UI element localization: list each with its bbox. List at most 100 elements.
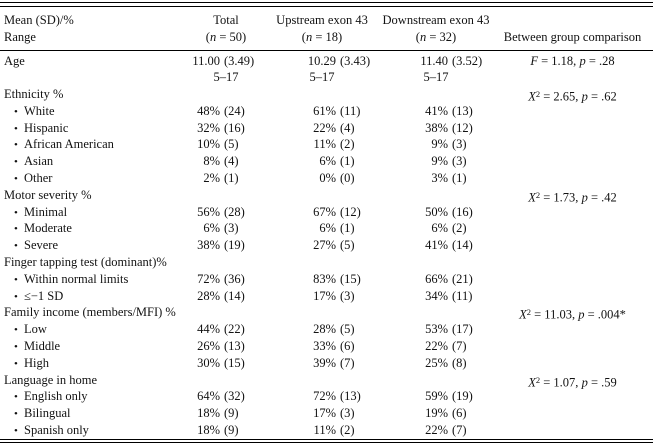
value-cell-downstream: 3% (1) [380,170,492,187]
value-count: (6) [452,406,467,421]
value-cell-total: 8% (4) [188,153,264,170]
bullet-icon: • [14,324,18,337]
value-cell-downstream: 66% (21) [380,271,492,288]
row-label-text: Middle [24,339,61,354]
value-count: (3) [340,406,355,421]
stat-cell [492,170,653,187]
value-percent: 0% [319,171,336,186]
stat-cell [492,288,653,305]
bullet-icon: • [14,105,18,118]
row-label: • Other [0,170,188,187]
value-percent: 18% [197,423,220,438]
row-label: • Bilingual [0,405,188,422]
value-percent: 11% [313,137,336,152]
value-percent: 9% [431,137,448,152]
value-count: (1) [340,221,355,236]
value-count: (11) [452,288,473,303]
table-body: Age 11.00 (3.49) 10.29 (3.43) 11.40 (3.52) F = … [0,51,653,439]
stat-cell [492,237,653,254]
value-cell-total [188,304,264,321]
value-count: (3.43) [340,53,371,68]
value-cell-total: 28% (14) [188,288,264,305]
value-cell-total [188,372,264,389]
row-label: • Spanish only [0,422,188,439]
value-percent: 41% [425,238,448,253]
value-cell-upstream: 0% (0) [264,170,380,187]
value-count: (28) [224,204,245,219]
value-count: (1) [340,154,355,169]
row-label: • Middle [0,338,188,355]
value-cell-total: 32% (16) [188,120,264,137]
value-cell-upstream: 72% (13) [264,388,380,405]
header-range: Range [4,29,36,44]
value-percent: 17% [313,406,336,421]
value-cell-downstream: 22% (7) [380,422,492,439]
value-count: (11) [340,103,361,118]
stat-cell: X2 = 1.07, p = .59 [528,374,617,390]
value-cell-downstream: 19% (6) [380,405,492,422]
value-cell-total: 44% (22) [188,321,264,338]
table-row: • Within normal limits 72% (36) 83% (15) 66% (2… [0,271,653,288]
value-count: (3) [452,137,467,152]
row-label-text: African American [24,137,114,152]
value-cell-upstream: 11% (2) [264,136,380,153]
value-count: (7) [452,339,467,354]
row-label-text: High [24,355,49,370]
value-cell-upstream: 5–17 [309,70,335,85]
value-count: (3.52) [452,53,483,68]
value-count: (15) [340,271,361,286]
table-row: Finger tapping test (dominant)% [0,254,653,271]
value-percent: 19% [425,406,448,421]
row-label-text: Bilingual [24,406,71,421]
value-count: (7) [452,423,467,438]
table-bottom-rule [0,438,653,444]
value-cell-upstream [264,372,380,389]
value-percent: 10% [197,137,220,152]
header-total-label: Total [213,12,239,27]
row-label-text: Age [4,53,25,68]
value-count: (19) [452,389,473,404]
row-label-text: Moderate [24,221,72,236]
table-row: • African American 10% (5) 11% (2) 9% (3) [0,136,653,153]
value-cell-total: 5–17 [213,70,239,85]
value-count: (36) [224,271,245,286]
value-count: (2) [452,221,467,236]
value-count: (9) [224,423,239,438]
value-percent: 11.40 [420,53,448,68]
value-cell-upstream: 39% (7) [264,355,380,372]
row-label: Ethnicity % [0,86,188,103]
value-percent: 6% [319,221,336,236]
stat-cell [492,422,653,439]
row-label: Language in home [0,372,188,389]
value-cell-total: 30% (15) [188,355,264,372]
row-label-text: Language in home [4,372,98,387]
value-cell-downstream [380,187,492,204]
value-percent: 67% [313,204,336,219]
stat-cell: X2 = 1.73, p = .42 [528,189,617,205]
bullet-icon: • [14,122,18,135]
value-percent: 38% [197,238,220,253]
bullet-icon: • [14,173,18,186]
row-label: • Severe [0,237,188,254]
value-cell-upstream: 67% (12) [264,204,380,221]
row-label [0,69,188,86]
value-count: (15) [224,355,245,370]
row-label: • Within normal limits [0,271,188,288]
bullet-icon: • [14,156,18,169]
value-count: (17) [452,322,473,337]
table-row: • High 30% (15) 39% (7) 25% (8) [0,355,653,372]
table-row: • Minimal 56% (28) 67% (12) 50% (16) [0,204,653,221]
value-cell-total: 18% (9) [188,422,264,439]
value-cell-upstream: 61% (11) [264,103,380,120]
value-percent: 6% [203,221,220,236]
value-cell-total [188,254,264,271]
value-count: (6) [340,339,355,354]
value-percent: 83% [313,271,336,286]
value-cell-downstream: 11.40 (3.52) [380,53,492,70]
table-row: Ethnicity % X2 = 2.65, p = .62 [0,86,653,104]
value-count: (14) [224,288,245,303]
stat-cell [492,321,653,338]
value-percent: 64% [197,389,220,404]
value-cell-upstream [264,187,380,204]
